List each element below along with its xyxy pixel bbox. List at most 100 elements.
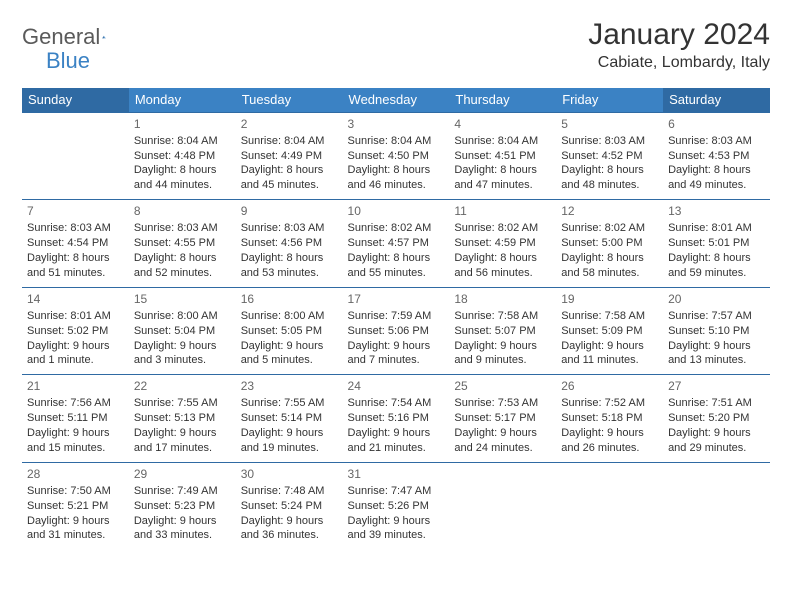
brand-blue-row: Blue: [46, 42, 90, 74]
calendar-body: 1Sunrise: 8:04 AMSunset: 4:48 PMDaylight…: [22, 112, 770, 549]
day-cell: 26 Sunrise: 7:52 AMSunset: 5:18 PMDayligh…: [556, 375, 663, 463]
day-info: Sunrise: 8:04 AMSunset: 4:49 PMDaylight:…: [241, 134, 338, 193]
day-info: Sunrise: 7:50 AMSunset: 5:21 PMDaylight:…: [27, 484, 124, 543]
day-number: 3: [348, 116, 445, 132]
day-header: Friday: [556, 88, 663, 112]
day-cell: 13Sunrise: 8:01 AMSunset: 5:01 PMDayligh…: [663, 200, 770, 288]
day-number: 24: [348, 378, 445, 394]
day-info: Sunrise: 8:04 AMSunset: 4:50 PMDaylight:…: [348, 134, 445, 193]
day-cell: 5 Sunrise: 8:03 AMSunset: 4:52 PMDaylight…: [556, 112, 663, 200]
day-cell: 11Sunrise: 8:02 AMSunset: 4:59 PMDayligh…: [449, 200, 556, 288]
day-number: 17: [348, 291, 445, 307]
day-number: 2: [241, 116, 338, 132]
day-info: Sunrise: 8:03 AMSunset: 4:56 PMDaylight:…: [241, 221, 338, 280]
day-info: Sunrise: 7:49 AMSunset: 5:23 PMDaylight:…: [134, 484, 231, 543]
day-cell: 18Sunrise: 7:58 AMSunset: 5:07 PMDayligh…: [449, 287, 556, 375]
day-number: 15: [134, 291, 231, 307]
day-cell: 10 Sunrise: 8:02 AMSunset: 4:57 PMDayligh…: [343, 200, 450, 288]
week-row: 28 Sunrise: 7:50 AMSunset: 5:21 PMDayligh…: [22, 462, 770, 549]
day-number: 5: [561, 116, 658, 132]
day-cell: 9 Sunrise: 8:03 AMSunset: 4:56 PMDaylight…: [236, 200, 343, 288]
day-number: 9: [241, 203, 338, 219]
day-number: 26: [561, 378, 658, 394]
day-cell: 19 Sunrise: 7:58 AMSunset: 5:09 PMDayligh…: [556, 287, 663, 375]
day-number: 7: [27, 203, 124, 219]
day-cell: [663, 462, 770, 549]
day-header: Tuesday: [236, 88, 343, 112]
day-number: 16: [241, 291, 338, 307]
day-number: 12: [561, 203, 658, 219]
brand-part2: Blue: [46, 48, 90, 74]
day-info: Sunrise: 7:55 AMSunset: 5:14 PMDaylight:…: [241, 396, 338, 455]
day-info: Sunrise: 8:00 AMSunset: 5:05 PMDaylight:…: [241, 309, 338, 368]
day-number: 22: [134, 378, 231, 394]
week-row: 14 Sunrise: 8:01 AMSunset: 5:02 PMDayligh…: [22, 287, 770, 375]
day-info: Sunrise: 8:03 AMSunset: 4:54 PMDaylight:…: [27, 221, 124, 280]
day-number: 29: [134, 466, 231, 482]
day-info: Sunrise: 7:59 AMSunset: 5:06 PMDaylight:…: [348, 309, 445, 368]
month-title: January 2024: [588, 18, 770, 52]
day-info: Sunrise: 8:04 AMSunset: 4:48 PMDaylight:…: [134, 134, 231, 193]
day-cell: 27Sunrise: 7:51 AMSunset: 5:20 PMDayligh…: [663, 375, 770, 463]
day-cell: 15 Sunrise: 8:00 AMSunset: 5:04 PMDayligh…: [129, 287, 236, 375]
day-cell: 29 Sunrise: 7:49 AMSunset: 5:23 PMDayligh…: [129, 462, 236, 549]
day-cell: 4 Sunrise: 8:04 AMSunset: 4:51 PMDaylight…: [449, 112, 556, 200]
day-number: 13: [668, 203, 765, 219]
calendar-table: SundayMondayTuesdayWednesdayThursdayFrid…: [22, 88, 770, 549]
day-number: 8: [134, 203, 231, 219]
sail-icon: [102, 28, 106, 46]
day-cell: 12 Sunrise: 8:02 AMSunset: 5:00 PMDayligh…: [556, 200, 663, 288]
day-cell: 31Sunrise: 7:47 AMSunset: 5:26 PMDayligh…: [343, 462, 450, 549]
day-header-row: SundayMondayTuesdayWednesdayThursdayFrid…: [22, 88, 770, 112]
day-number: 21: [27, 378, 124, 394]
location-label: Cabiate, Lombardy, Italy: [588, 54, 770, 72]
day-header: Thursday: [449, 88, 556, 112]
week-row: 1Sunrise: 8:04 AMSunset: 4:48 PMDaylight…: [22, 112, 770, 200]
day-number: 6: [668, 116, 765, 132]
day-info: Sunrise: 8:00 AMSunset: 5:04 PMDaylight:…: [134, 309, 231, 368]
day-cell: 2 Sunrise: 8:04 AMSunset: 4:49 PMDaylight…: [236, 112, 343, 200]
day-cell: [449, 462, 556, 549]
day-info: Sunrise: 8:03 AMSunset: 4:52 PMDaylight:…: [561, 134, 658, 193]
day-cell: 6 Sunrise: 8:03 AMSunset: 4:53 PMDaylight…: [663, 112, 770, 200]
day-info: Sunrise: 7:52 AMSunset: 5:18 PMDaylight:…: [561, 396, 658, 455]
day-cell: 21Sunrise: 7:56 AMSunset: 5:11 PMDayligh…: [22, 375, 129, 463]
day-info: Sunrise: 8:02 AMSunset: 5:00 PMDaylight:…: [561, 221, 658, 280]
day-number: 25: [454, 378, 551, 394]
day-number: 10: [348, 203, 445, 219]
header: General January 2024 Cabiate, Lombardy, …: [22, 18, 770, 88]
day-cell: 24 Sunrise: 7:54 AMSunset: 5:16 PMDayligh…: [343, 375, 450, 463]
day-cell: 3 Sunrise: 8:04 AMSunset: 4:50 PMDaylight…: [343, 112, 450, 200]
day-cell: 23Sunrise: 7:55 AMSunset: 5:14 PMDayligh…: [236, 375, 343, 463]
week-row: 21Sunrise: 7:56 AMSunset: 5:11 PMDayligh…: [22, 375, 770, 463]
day-info: Sunrise: 7:54 AMSunset: 5:16 PMDaylight:…: [348, 396, 445, 455]
day-info: Sunrise: 7:58 AMSunset: 5:09 PMDaylight:…: [561, 309, 658, 368]
day-cell: 25 Sunrise: 7:53 AMSunset: 5:17 PMDayligh…: [449, 375, 556, 463]
day-info: Sunrise: 7:48 AMSunset: 5:24 PMDaylight:…: [241, 484, 338, 543]
day-cell: [22, 112, 129, 200]
day-number: 11: [454, 203, 551, 219]
day-info: Sunrise: 7:57 AMSunset: 5:10 PMDaylight:…: [668, 309, 765, 368]
title-block: January 2024 Cabiate, Lombardy, Italy: [588, 18, 770, 72]
day-info: Sunrise: 8:03 AMSunset: 4:53 PMDaylight:…: [668, 134, 765, 193]
day-cell: 22Sunrise: 7:55 AMSunset: 5:13 PMDayligh…: [129, 375, 236, 463]
day-cell: 20Sunrise: 7:57 AMSunset: 5:10 PMDayligh…: [663, 287, 770, 375]
day-cell: 17 Sunrise: 7:59 AMSunset: 5:06 PMDayligh…: [343, 287, 450, 375]
day-cell: 7 Sunrise: 8:03 AMSunset: 4:54 PMDaylight…: [22, 200, 129, 288]
day-header: Saturday: [663, 88, 770, 112]
day-info: Sunrise: 8:02 AMSunset: 4:57 PMDaylight:…: [348, 221, 445, 280]
day-header: Wednesday: [343, 88, 450, 112]
day-number: 31: [348, 466, 445, 482]
day-number: 19: [561, 291, 658, 307]
day-info: Sunrise: 7:58 AMSunset: 5:07 PMDaylight:…: [454, 309, 551, 368]
day-number: 27: [668, 378, 765, 394]
day-info: Sunrise: 8:03 AMSunset: 4:55 PMDaylight:…: [134, 221, 231, 280]
day-info: Sunrise: 8:01 AMSunset: 5:02 PMDaylight:…: [27, 309, 124, 368]
day-number: 14: [27, 291, 124, 307]
day-info: Sunrise: 8:04 AMSunset: 4:51 PMDaylight:…: [454, 134, 551, 193]
day-number: 28: [27, 466, 124, 482]
day-info: Sunrise: 7:53 AMSunset: 5:17 PMDaylight:…: [454, 396, 551, 455]
day-number: 4: [454, 116, 551, 132]
day-cell: 28 Sunrise: 7:50 AMSunset: 5:21 PMDayligh…: [22, 462, 129, 549]
day-cell: 1Sunrise: 8:04 AMSunset: 4:48 PMDaylight…: [129, 112, 236, 200]
